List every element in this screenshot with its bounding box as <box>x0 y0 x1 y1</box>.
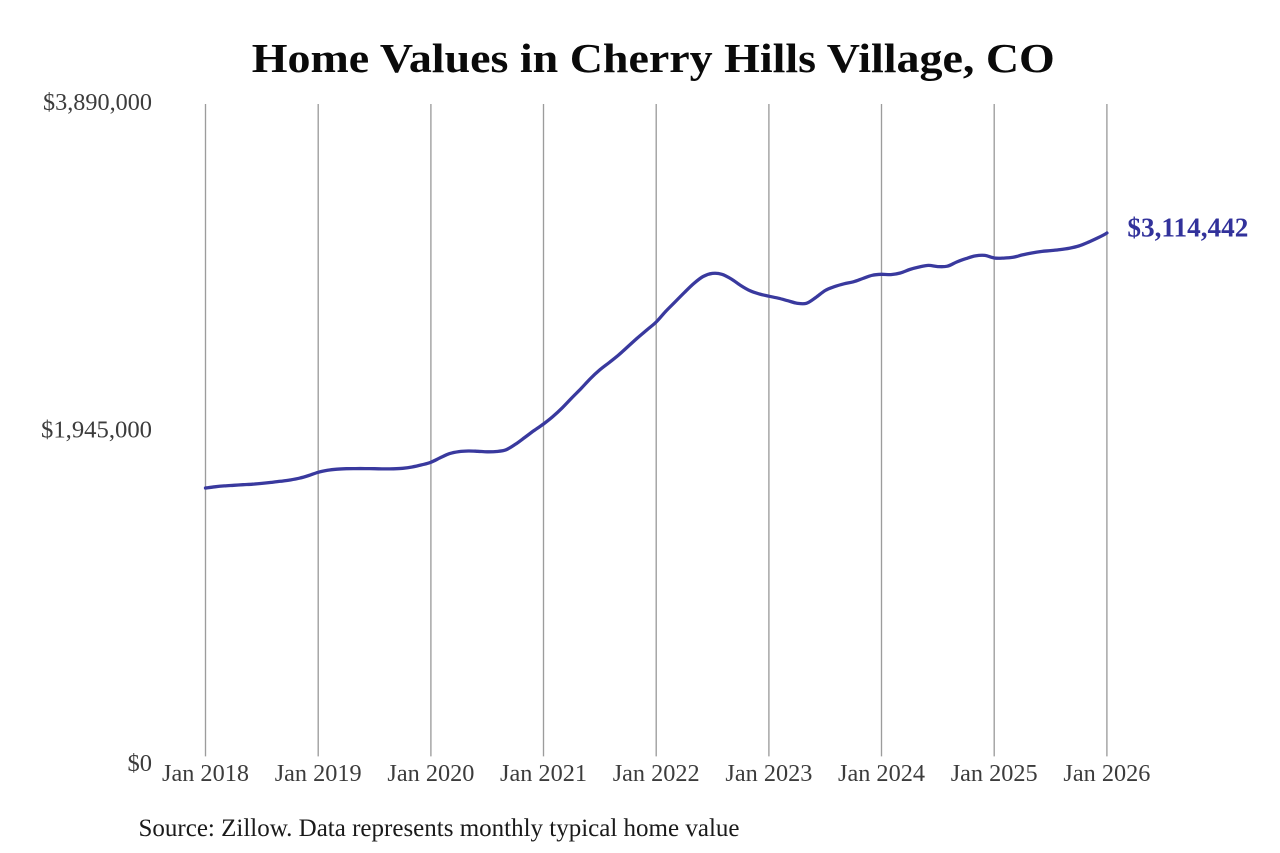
svg-text:$0: $0 <box>128 750 153 777</box>
svg-text:Source: Zillow. Data represent: Source: Zillow. Data represents monthly … <box>139 815 740 842</box>
svg-text:Jan 2022: Jan 2022 <box>613 760 700 787</box>
svg-text:Jan 2021: Jan 2021 <box>500 760 587 787</box>
svg-text:Jan 2025: Jan 2025 <box>951 760 1038 787</box>
svg-text:$1,945,000: $1,945,000 <box>41 417 152 444</box>
svg-text:Jan 2023: Jan 2023 <box>725 760 812 787</box>
svg-text:$3,890,000: $3,890,000 <box>43 89 152 116</box>
svg-text:Jan 2019: Jan 2019 <box>275 760 362 787</box>
svg-text:$3,114,442: $3,114,442 <box>1127 213 1248 243</box>
svg-text:Jan 2018: Jan 2018 <box>162 760 249 787</box>
svg-text:Jan 2026: Jan 2026 <box>1063 760 1150 787</box>
svg-text:Home Values in Cherry Hills Vi: Home Values in Cherry Hills Village, CO <box>252 35 1055 81</box>
svg-text:Jan 2020: Jan 2020 <box>387 760 474 787</box>
svg-text:Jan 2024: Jan 2024 <box>838 760 925 787</box>
